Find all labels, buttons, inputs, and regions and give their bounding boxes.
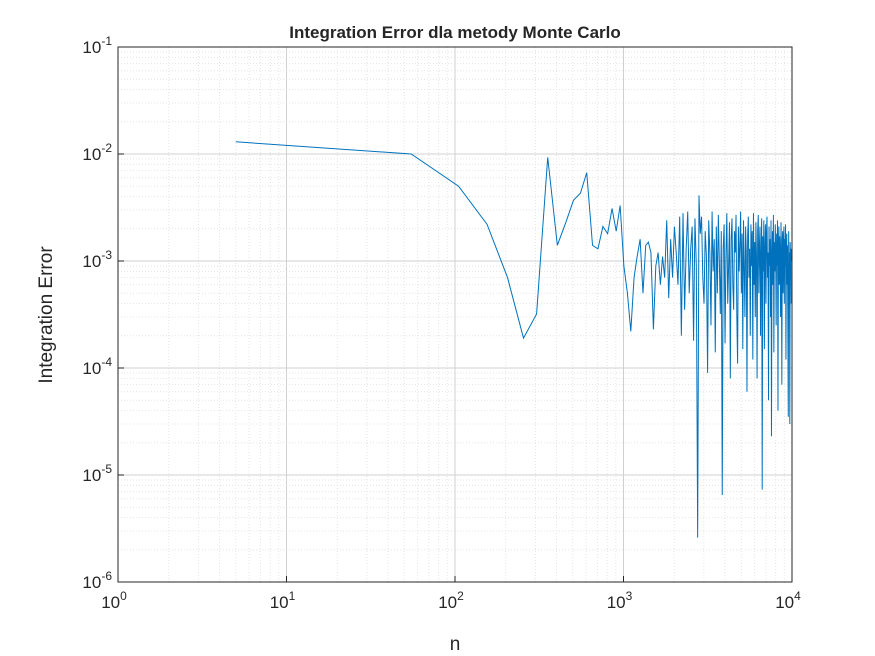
y-tick-label: 10-2 bbox=[82, 141, 112, 164]
y-tick-label: 10-5 bbox=[82, 462, 112, 485]
x-tick-label: 100 bbox=[101, 589, 127, 612]
y-tick-label: 10-3 bbox=[82, 248, 112, 271]
y-tick-label: 10-6 bbox=[82, 569, 112, 592]
chart-title: Integration Error dla metody Monte Carlo bbox=[289, 23, 621, 42]
x-tick-label: 102 bbox=[438, 589, 464, 612]
y-tick-label: 10-1 bbox=[82, 34, 112, 57]
x-axis-label: n bbox=[450, 634, 461, 655]
x-tick-label: 103 bbox=[607, 589, 633, 612]
x-tick-label: 101 bbox=[270, 589, 296, 612]
y-tick-label: 10-4 bbox=[82, 355, 112, 378]
x-tick-label: 104 bbox=[775, 589, 801, 612]
plot-frame bbox=[117, 46, 793, 583]
data-line bbox=[235, 141, 793, 538]
y-axis-label: Integration Error bbox=[36, 246, 57, 384]
